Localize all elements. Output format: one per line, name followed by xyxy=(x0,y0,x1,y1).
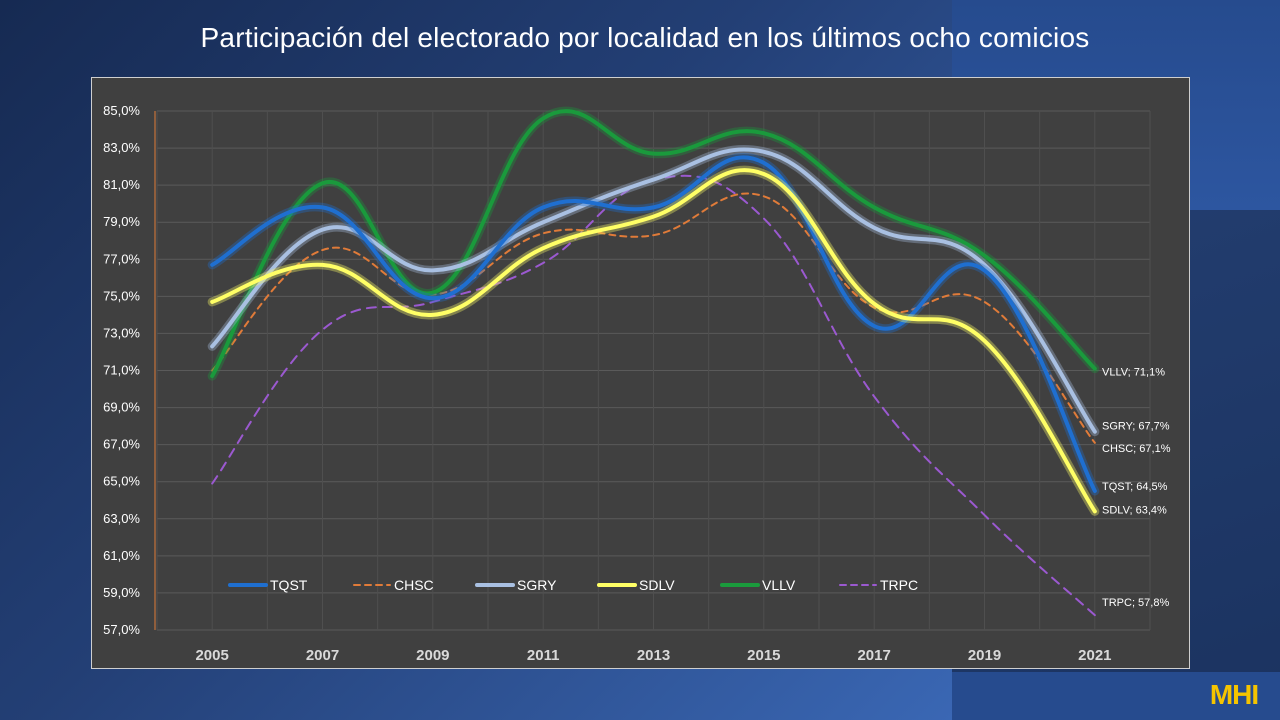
svg-text:MHI: MHI xyxy=(1210,679,1258,710)
chart-frame: 57,0% 59,0% 61,0% 63,0% 65,0% 67,0% 69,0% 71,0%… xyxy=(91,77,1190,669)
data-label-vllv: VLLV; 71,1% xyxy=(1102,367,1165,379)
series-line-tqst xyxy=(210,155,1097,493)
x-tick-label: 2009 xyxy=(416,647,449,664)
x-tick-label: 2019 xyxy=(968,647,1001,664)
line-chart: 57,0% 59,0% 61,0% 63,0% 65,0% 67,0% 69,0% 71,0%… xyxy=(103,103,1171,664)
slide-title: Participación del electorado por localid… xyxy=(200,22,1090,53)
legend-label-sgry: SGRY xyxy=(517,577,557,593)
x-tick-label: 2013 xyxy=(637,647,670,664)
data-label-chsc: CHSC; 67,1% xyxy=(1102,443,1171,455)
y-tick-label: 77,0% xyxy=(103,251,140,266)
y-tick-label: 69,0% xyxy=(103,400,140,415)
y-tick-label: 81,0% xyxy=(103,177,140,192)
legend-label-chsc: CHSC xyxy=(394,577,434,593)
legend-label-tqst: TQST xyxy=(270,577,308,593)
y-tick-label: 79,0% xyxy=(103,214,140,229)
data-label-sgry: SGRY; 67,7% xyxy=(1102,421,1170,433)
data-label-sdlv: SDLV; 63,4% xyxy=(1102,504,1167,516)
x-tick-label: 2011 xyxy=(527,647,560,664)
legend-label-trpc: TRPC xyxy=(880,577,918,593)
series-line-sgry xyxy=(210,147,1097,434)
y-tick-label: 73,0% xyxy=(103,325,140,340)
x-tick-label: 2005 xyxy=(195,647,228,664)
y-tick-label: 61,0% xyxy=(103,548,140,563)
y-tick-label: 75,0% xyxy=(103,288,140,303)
y-tick-label: 83,0% xyxy=(103,140,140,155)
grid xyxy=(156,110,1151,631)
y-tick-label: 63,0% xyxy=(103,511,140,526)
legend-label-vllv: VLLV xyxy=(762,577,796,593)
y-tick-label: 59,0% xyxy=(103,585,140,600)
y-tick-label: 57,0% xyxy=(103,622,140,637)
legend: TQST CHSC SGRY SDLV VLLV TRPC xyxy=(228,577,918,593)
y-tick-label: 65,0% xyxy=(103,474,140,489)
legend-label-sdlv: SDLV xyxy=(639,577,675,593)
series-lines xyxy=(207,106,1100,617)
y-tick-label: 85,0% xyxy=(103,103,140,118)
data-labels: TQST; 64,5% CHSC; 67,1% SGRY; 67,7% SDLV; 6… xyxy=(1102,367,1171,610)
x-tick-label: 2017 xyxy=(857,647,890,664)
x-tick-label: 2021 xyxy=(1078,647,1111,664)
series-line-sdlv xyxy=(210,168,1097,514)
y-tick-label: 71,0% xyxy=(103,363,140,378)
x-tick-label: 2015 xyxy=(747,647,780,664)
series-line-vllv xyxy=(210,109,1097,379)
data-label-trpc: TRPC; 57,8% xyxy=(1102,597,1169,609)
mhi-logo: MHI xyxy=(1210,679,1259,710)
series-line-chsc xyxy=(211,192,1096,444)
background-accent-bottom xyxy=(952,672,1280,720)
x-tick-label: 2007 xyxy=(306,647,339,664)
axes: 57,0% 59,0% 61,0% 63,0% 65,0% 67,0% 69,0% 71,0%… xyxy=(103,103,1111,664)
y-tick-label: 67,0% xyxy=(103,437,140,452)
data-label-tqst: TQST; 64,5% xyxy=(1102,481,1168,493)
